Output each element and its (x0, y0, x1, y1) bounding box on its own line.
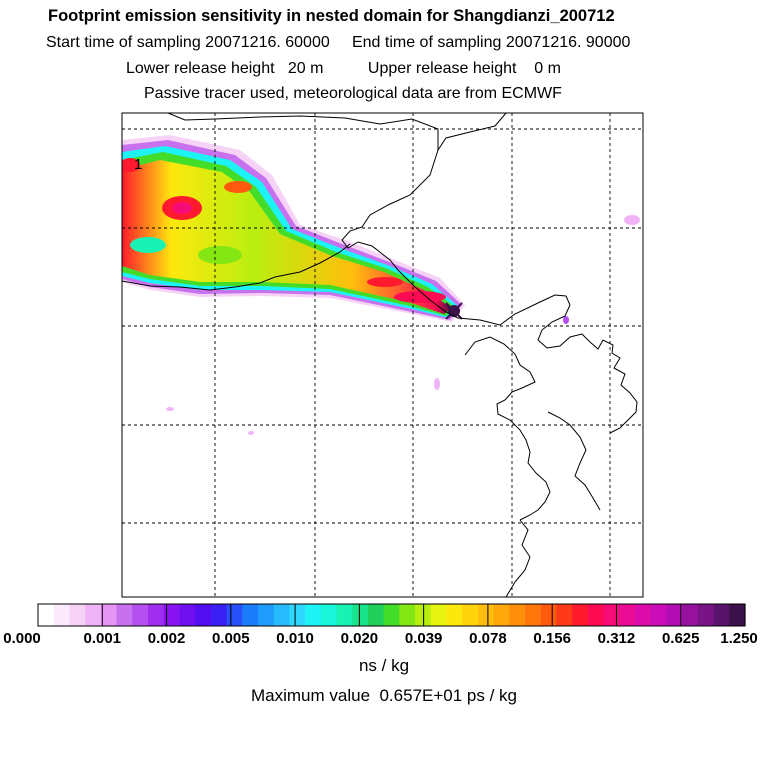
colorbar-cell (257, 604, 275, 626)
colorbar-cell (132, 604, 149, 626)
colorbar-cell (210, 604, 228, 626)
colorbar-cell (163, 604, 180, 626)
colorbar-cell (85, 604, 102, 626)
colorbar-tick-label: 0.005 (212, 630, 250, 647)
colorbar-cell (635, 604, 652, 626)
speck (434, 378, 440, 390)
colorbar-tick-label: 0.002 (147, 630, 186, 647)
colorbar-cell (556, 604, 573, 626)
hotspot (122, 158, 140, 172)
colorbar-cell (352, 604, 369, 626)
tracer-info-line: Passive tracer used, meteorological data… (144, 85, 562, 102)
colorbar-cell (147, 604, 165, 626)
colorbar-cell (179, 604, 196, 626)
colorbar-cell (572, 604, 589, 626)
colorbar-cell (100, 604, 118, 626)
colorbar-tick-label: 0.039 (404, 630, 443, 647)
colorbar-tick-label: 0.001 (83, 630, 122, 647)
colorbar-cell (367, 604, 385, 626)
maximum-value-text: Maximum value 0.657E+01 ps / kg (251, 686, 517, 705)
colorbar-units: ns / kg (358, 656, 410, 675)
colorbar-cell (729, 604, 746, 626)
colorbar-cell (509, 604, 526, 626)
colorbar-tick-label: 0.020 (340, 630, 379, 647)
colorbar-cell (650, 604, 668, 626)
colorbar-cell (430, 604, 448, 626)
colorbar-tick-label: 0.010 (276, 630, 314, 647)
colorbar-cell (383, 604, 400, 626)
colorbar-cell (697, 604, 715, 626)
colorbar-cell (305, 604, 322, 626)
colorbar-cell (477, 604, 495, 626)
speck (166, 407, 174, 411)
plume-tail (367, 277, 403, 287)
colorbar-cell (116, 604, 133, 626)
colorbar-cell (682, 604, 699, 626)
hotspot-core (172, 202, 192, 214)
colorbar-cell (713, 604, 730, 626)
cyan-patch (130, 237, 166, 253)
colorbar-cell (603, 604, 620, 626)
colorbar-cell (525, 604, 542, 626)
map-frame (121, 112, 644, 598)
hotspot (224, 181, 252, 193)
speck (624, 215, 640, 225)
colorbar-cell (399, 604, 416, 626)
coastlines (122, 113, 638, 597)
release-height-line: Lower release height 20 m Upper release … (126, 60, 561, 77)
lat-lon-grid (122, 113, 643, 597)
colorbar-cell (226, 604, 243, 626)
colorbar-tick-label: 0.312 (597, 630, 636, 647)
colorbar-cell (336, 604, 353, 626)
colorbar (37, 603, 746, 627)
colorbar-tick-label: 0.625 (661, 630, 700, 647)
colorbar-cell (462, 604, 479, 626)
colorbar-tick-label: 1.250 (720, 630, 758, 647)
colorbar-cell (320, 604, 338, 626)
colorbar-cell (242, 604, 259, 626)
colorbar-tick-label: 0.078 (469, 630, 507, 647)
colorbar-cell (195, 604, 212, 626)
colorbar-cell (446, 604, 463, 626)
colorbar-cell (69, 604, 86, 626)
colorbar-cell (493, 604, 510, 626)
colorbar-cell (289, 604, 306, 626)
map-field: 1 (122, 113, 643, 597)
colorbar-tick-label: 0.000 (3, 630, 41, 647)
colorbar-frame (37, 603, 746, 627)
colorbar-cell (53, 604, 71, 626)
colorbar-cell (587, 604, 605, 626)
green-patch (198, 246, 242, 264)
sampling-time-line: Start time of sampling 20071216. 60000 E… (46, 34, 631, 51)
colorbar-cell (38, 604, 55, 626)
speck (248, 431, 254, 435)
colorbar-cell (540, 604, 558, 626)
colorbar-cell (666, 604, 683, 626)
colorbar-tick-label: 0.156 (533, 630, 571, 647)
speck (563, 316, 569, 324)
colorbar-cell (619, 604, 636, 626)
colorbar-cell (273, 604, 290, 626)
plume-core-layer (122, 160, 452, 314)
plume-tail (394, 291, 446, 303)
plot-title: Footprint emission sensitivity in nested… (48, 7, 615, 25)
contour-label: 1 (134, 156, 142, 173)
station-cross (445, 302, 463, 320)
